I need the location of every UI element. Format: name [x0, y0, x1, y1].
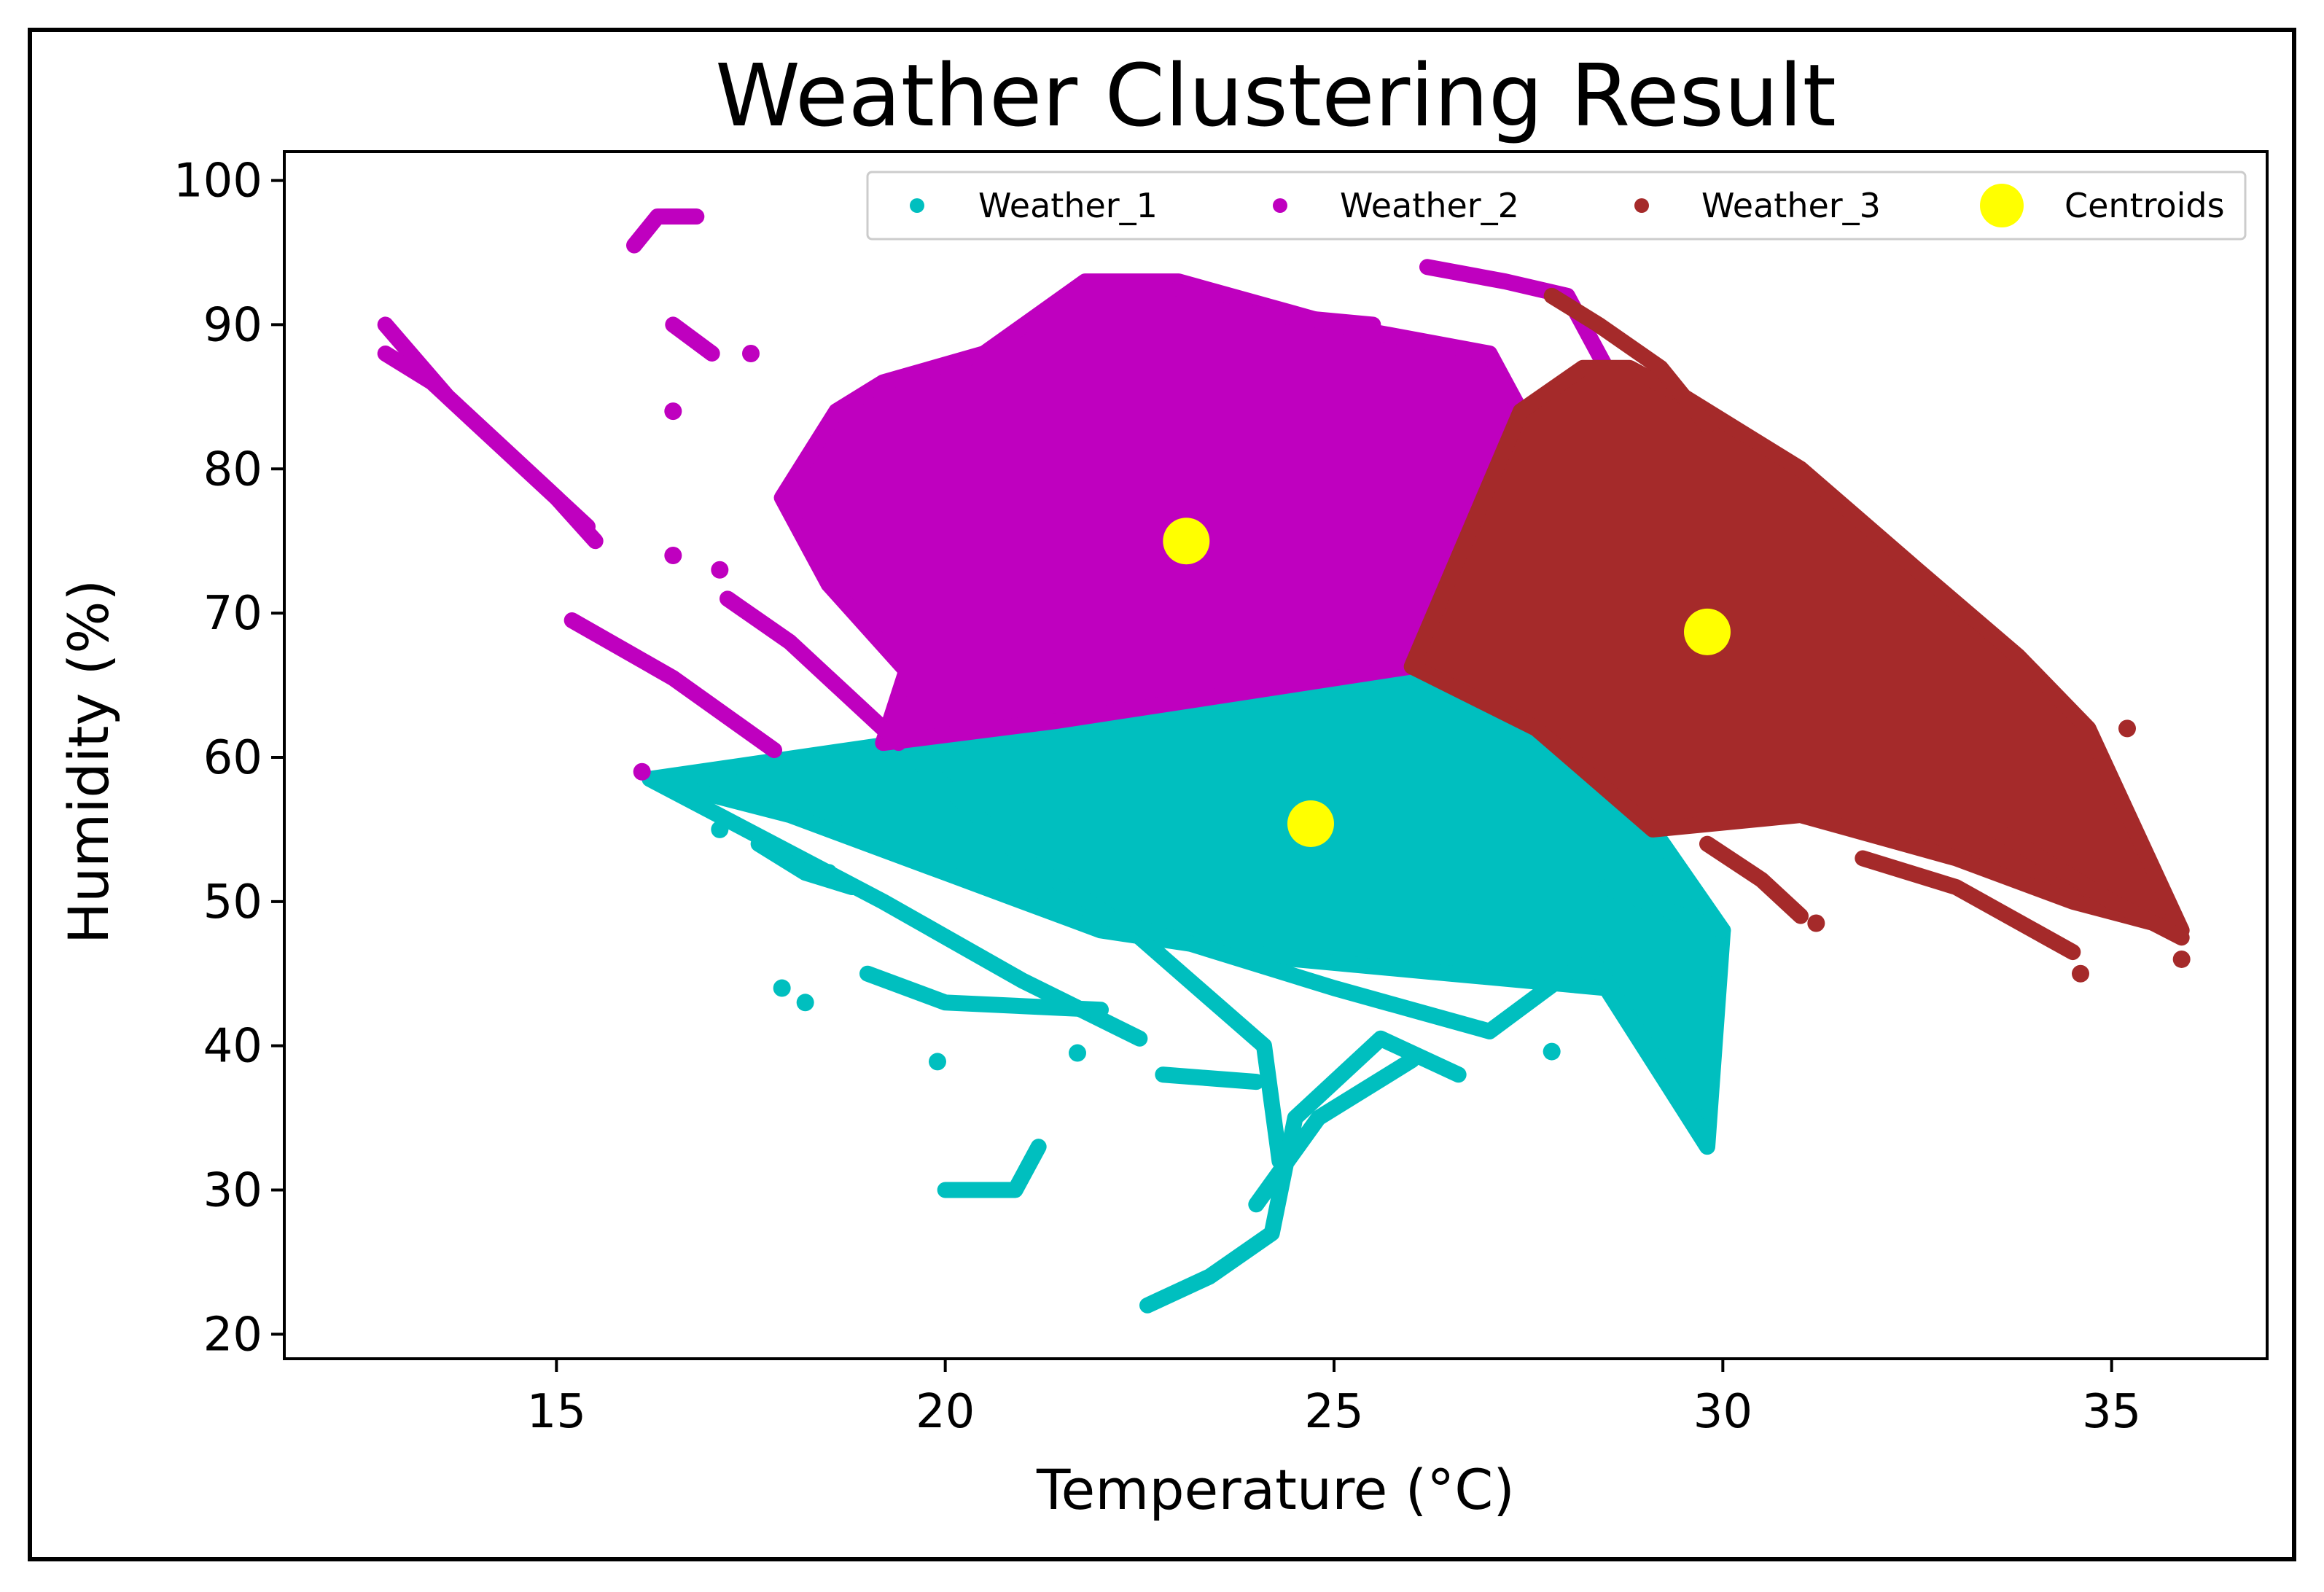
legend-marker-centroids — [1980, 184, 2024, 227]
y-tick-label: 90 — [203, 298, 262, 352]
weather-1-point — [819, 864, 838, 882]
y-tick-label: 20 — [203, 1308, 262, 1362]
legend-label-centroids: Centroids — [2064, 186, 2225, 225]
centroid-point — [1684, 608, 1731, 655]
weather-1-trajectory — [1466, 900, 1715, 1148]
weather-2-point — [742, 344, 760, 362]
weather-3-cluster-region — [1403, 359, 2190, 939]
weather-2-point — [711, 561, 729, 579]
weather-3-trajectory — [1699, 835, 1809, 924]
weather-3-point — [2118, 719, 2136, 738]
weather-1-point — [711, 820, 729, 838]
x-tick-label: 15 — [527, 1385, 586, 1439]
weather-3-point — [1807, 914, 1825, 932]
weather-1-trajectory — [937, 1139, 1047, 1198]
x-axis-title: Temperature (°C) — [1036, 1457, 1515, 1522]
weather-1-trajectory — [1248, 1052, 1420, 1213]
weather-3-trajectory — [1855, 850, 2081, 961]
y-tick-label: 50 — [203, 875, 262, 929]
legend-label-weather-1: Weather_1 — [978, 186, 1158, 225]
legend-marker-weather-2 — [1273, 198, 1287, 213]
y-axis: 20 30 40 50 60 70 80 90 100 — [173, 155, 284, 1362]
x-tick-label: 25 — [1304, 1385, 1363, 1439]
weather-1-trajectory — [1093, 908, 1575, 1039]
weather-2-trajectory — [377, 345, 596, 535]
weather-3-trajectory — [1543, 287, 1715, 434]
weather-3-point — [2072, 964, 2089, 983]
weather-1-point — [929, 1053, 946, 1071]
weather-1-point — [1006, 792, 1024, 810]
legend-box — [866, 171, 2247, 241]
x-tick-label: 30 — [1693, 1385, 1752, 1439]
legend-label-weather-3: Weather_3 — [1701, 186, 1881, 225]
centroid-point — [1163, 518, 1210, 565]
x-tick-label: 35 — [2082, 1385, 2141, 1439]
centroid-layer — [1163, 518, 1731, 847]
centroid-point — [1287, 800, 1334, 847]
legend-marker-weather-1 — [910, 198, 924, 213]
weather-1-trajectory — [859, 965, 1109, 1018]
weather-1-trajectory — [750, 835, 860, 896]
weather-2-point — [633, 762, 651, 781]
y-tick-label: 80 — [203, 442, 262, 496]
weather-2-trajectory — [665, 316, 720, 362]
y-tick-label: 70 — [203, 587, 262, 641]
weather-3-point — [2172, 950, 2191, 968]
weather-1-trajectory — [1598, 879, 1731, 939]
legend-marker-weather-3 — [1634, 198, 1649, 213]
y-tick-label: 60 — [203, 731, 262, 785]
y-tick-label: 40 — [203, 1020, 262, 1074]
weather-1-trajectory — [1155, 1066, 1265, 1090]
weather-1-point — [1543, 1042, 1561, 1061]
legend-label-weather-2: Weather_2 — [1340, 186, 1519, 225]
y-axis-title: Humidity (%) — [56, 580, 121, 944]
weather-2-point — [664, 402, 682, 421]
weather-3-trajectory — [1986, 821, 2190, 946]
cluster-layer — [377, 208, 2191, 1314]
weather-2-trajectory — [1419, 259, 1622, 391]
y-tick-label: 30 — [203, 1164, 262, 1218]
y-tick-label: 100 — [173, 155, 262, 208]
x-axis: 15 20 25 30 35 — [527, 1359, 2141, 1439]
legend: Weather_1 Weather_2 Weather_3 Centroids — [866, 171, 2247, 241]
weather-1-point — [1069, 1044, 1086, 1062]
weather-2-trajectory — [720, 590, 907, 752]
x-tick-label: 20 — [916, 1385, 975, 1439]
weather-2-trajectory — [564, 612, 782, 759]
weather-1-point — [773, 979, 791, 997]
weather-2-trajectory — [626, 208, 705, 254]
weather-1-point — [796, 994, 814, 1012]
weather-2-point — [664, 546, 682, 564]
chart-title: Weather Clustering Result — [715, 45, 1836, 146]
weather-2-trajectory — [1170, 280, 1381, 333]
